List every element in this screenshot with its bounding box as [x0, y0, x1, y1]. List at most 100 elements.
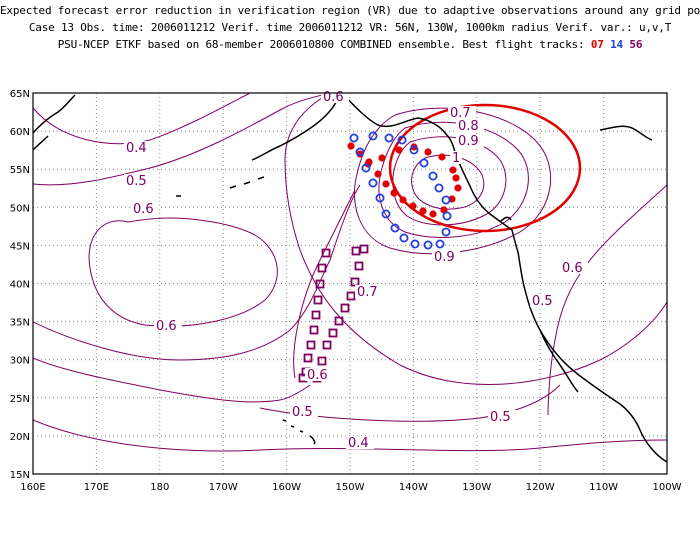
contour-0.5-northwest — [33, 93, 331, 186]
contour-label-bg — [456, 134, 484, 147]
track-56-marker — [313, 295, 323, 305]
contour-label-bg — [124, 141, 152, 154]
contour-label: 0.9 — [458, 134, 479, 149]
track-14-marker — [441, 227, 451, 237]
track-14-marker — [368, 178, 378, 188]
track-07-marker — [424, 148, 432, 156]
contour-label: 0.6 — [562, 261, 583, 276]
contour-0.8-vr — [378, 121, 529, 238]
coast-hawaii — [282, 419, 316, 445]
track-14-marker — [434, 183, 444, 193]
verification-region-circle — [388, 103, 582, 233]
lon-label: 130W — [462, 482, 491, 493]
track-56-marker — [315, 279, 325, 289]
coast-baja — [539, 329, 579, 393]
coast-kamchatka — [33, 135, 49, 151]
track-14-marker — [441, 195, 451, 205]
contour-label-bg — [305, 368, 333, 381]
contour-0.7-central — [293, 189, 356, 379]
contour-label: 0.8 — [458, 119, 479, 134]
contour-0.4-north — [33, 93, 251, 145]
contour-0.6-northeast — [284, 93, 667, 385]
track-14-marker — [423, 240, 433, 250]
track-56-marker — [321, 248, 331, 258]
figure-title-line-2: Case 13 Obs. time: 2006011212 Verif. tim… — [28, 21, 672, 34]
track-07-marker — [378, 154, 386, 162]
track-56-marker — [306, 340, 316, 350]
track-56-marker — [311, 310, 321, 320]
coast-alaska-gulf — [341, 93, 513, 231]
track-56-marker — [322, 340, 332, 350]
contour-0.5-east — [547, 184, 667, 416]
figure-title-line-1: Expected forecast error reduction in ver… — [0, 4, 700, 17]
track-07-marker — [390, 189, 398, 197]
lat-label: 60N — [10, 127, 30, 138]
contour-label-bg — [346, 436, 374, 449]
lat-label: 40N — [10, 280, 30, 291]
track-07-marker — [374, 170, 382, 178]
lon-label: 160W — [272, 482, 301, 493]
contour-label: 0.5 — [292, 405, 313, 420]
lat-label: 45N — [10, 241, 30, 252]
contour-label: 0.6 — [156, 319, 177, 334]
track-14-marker — [399, 233, 409, 243]
lat-label: 50N — [10, 203, 30, 214]
track-14-marker — [390, 223, 400, 233]
track-14-marker — [410, 239, 420, 249]
track-07-marker — [454, 184, 462, 192]
track-label-56: 56 — [629, 38, 643, 51]
track-14-marker — [435, 239, 445, 249]
track-label-07: 07 — [590, 38, 604, 51]
contour-label: 0.5 — [490, 410, 511, 425]
lon-label: 100W — [653, 482, 682, 493]
track-07-marker — [347, 142, 355, 150]
lat-label: 25N — [10, 394, 30, 405]
flight-track-56 — [298, 244, 369, 383]
coast-vancouver-island — [499, 216, 512, 223]
track-14-marker — [419, 158, 429, 168]
track-07-marker — [449, 166, 457, 174]
contour-label-bg — [432, 250, 460, 263]
track-56-marker — [303, 353, 313, 363]
flight-track-07 — [347, 142, 462, 218]
contour-0.7-vr — [354, 107, 552, 255]
flight-track-caption: PSU-NCEP ETKF based on 68-member 2006010… — [57, 38, 585, 51]
track-14-marker — [442, 211, 452, 221]
lat-label: 30N — [10, 356, 30, 367]
longitude-labels: 160E 170E 180 170W 160W 150W 140W 130W 120W 110W 1… — [20, 482, 681, 493]
contour-label: 0.7 — [450, 106, 471, 121]
track-56-marker — [351, 246, 361, 256]
coast-asia — [33, 94, 76, 134]
contour-0.4-south — [33, 419, 667, 452]
contour-label-bg — [450, 151, 462, 164]
lat-label: 15N — [10, 470, 30, 481]
lon-label: 170W — [209, 482, 238, 493]
track-14-marker — [381, 209, 391, 219]
track-07-marker — [419, 207, 427, 215]
latitude-labels: 65N 60N 55N 50N 45N 40N 35N 30N 25N 20N 15N — [10, 89, 30, 481]
track-14-marker — [397, 135, 407, 145]
contour-label-bg — [560, 261, 588, 274]
track-07-marker — [409, 202, 417, 210]
contour-label-bg — [355, 285, 383, 298]
contour-label-bg — [530, 294, 558, 307]
lon-label: 140W — [399, 482, 428, 493]
lon-label: 160E — [20, 482, 45, 493]
track-56-marker — [334, 316, 344, 326]
contour-label: 0.6 — [307, 368, 328, 383]
contour-label: 0.4 — [126, 141, 147, 156]
contour-lines — [33, 93, 667, 452]
contour-label: 0.6 — [133, 202, 154, 217]
track-07-marker — [395, 146, 403, 154]
contour-label: 1 — [452, 151, 460, 166]
track-14-marker — [355, 147, 365, 157]
figure-header: Expected forecast error reduction in ver… — [0, 0, 700, 53]
flight-track-14 — [349, 131, 452, 250]
coast-aleutians — [176, 176, 265, 197]
contour-label-bg — [448, 106, 476, 119]
lon-label: 180 — [150, 482, 169, 493]
track-14-marker — [384, 133, 394, 143]
track-07-marker — [382, 180, 390, 188]
coastlines — [33, 93, 667, 463]
